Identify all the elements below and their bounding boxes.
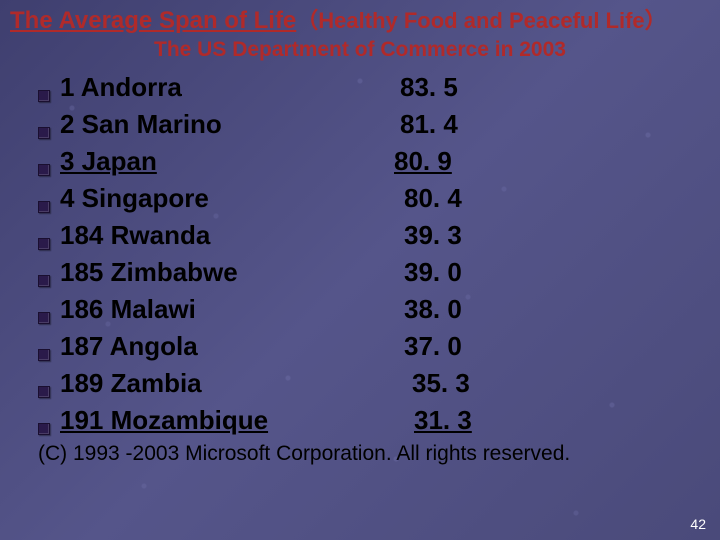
- bullet-icon: [38, 349, 50, 361]
- bullet-icon: [38, 386, 50, 398]
- country-label: 4 Singapore: [60, 183, 400, 214]
- value-label: 81. 4: [400, 109, 458, 140]
- country-label: 186 Malawi: [60, 294, 400, 325]
- list-item: 4 Singapore80. 4: [38, 183, 710, 214]
- title-main: The Average Span of Life: [10, 7, 296, 34]
- list-item: 3 Japan80. 9: [38, 146, 710, 177]
- list-item: 184 Rwanda39. 3: [38, 220, 710, 251]
- bullet-icon: [38, 423, 50, 435]
- country-label: 184 Rwanda: [60, 220, 400, 251]
- bullet-icon: [38, 238, 50, 250]
- bullet-icon: [38, 201, 50, 213]
- bullet-icon: [38, 90, 50, 102]
- list-item: 187 Angola37. 0: [38, 331, 710, 362]
- value-label: 80. 9: [394, 146, 452, 177]
- list-item: 1 Andorra83. 5: [38, 72, 710, 103]
- value-label: 38. 0: [404, 294, 462, 325]
- title-line: The Average Span of Life（Healthy Food an…: [10, 6, 710, 36]
- ranking-list: 1 Andorra83. 52 San Marino81. 43 Japan80…: [10, 72, 710, 436]
- list-item: 185 Zimbabwe39. 0: [38, 257, 710, 288]
- country-label: 185 Zimbabwe: [60, 257, 400, 288]
- page-number: 42: [690, 516, 706, 532]
- subtitle: The US Department of Commerce in 2003: [10, 38, 710, 62]
- value-label: 80. 4: [404, 183, 462, 214]
- country-label: 3 Japan: [60, 146, 400, 177]
- list-item: 189 Zambia 35. 3: [38, 368, 710, 399]
- slide: The Average Span of Life（Healthy Food an…: [0, 0, 720, 540]
- value-label: 31. 3: [414, 405, 472, 436]
- country-label: 191 Mozambique: [60, 405, 400, 436]
- value-label: 39. 3: [404, 220, 462, 251]
- value-label: 35. 3: [412, 368, 470, 399]
- list-item: 186 Malawi38. 0: [38, 294, 710, 325]
- value-label: 83. 5: [400, 72, 458, 103]
- value-label: 37. 0: [404, 331, 462, 362]
- value-label: 39. 0: [404, 257, 462, 288]
- list-item: 191 Mozambique 31. 3: [38, 405, 710, 436]
- bullet-icon: [38, 127, 50, 139]
- bullet-icon: [38, 164, 50, 176]
- country-label: 187 Angola: [60, 331, 400, 362]
- country-label: 2 San Marino: [60, 109, 400, 140]
- list-item: 2 San Marino81. 4: [38, 109, 710, 140]
- copyright-text: (C) 1993 -2003 Microsoft Corporation. Al…: [10, 442, 710, 466]
- title-sub: （Healthy Food and Peaceful Life）: [296, 8, 666, 33]
- bullet-icon: [38, 275, 50, 287]
- country-label: 1 Andorra: [60, 72, 400, 103]
- bullet-icon: [38, 312, 50, 324]
- country-label: 189 Zambia: [60, 368, 400, 399]
